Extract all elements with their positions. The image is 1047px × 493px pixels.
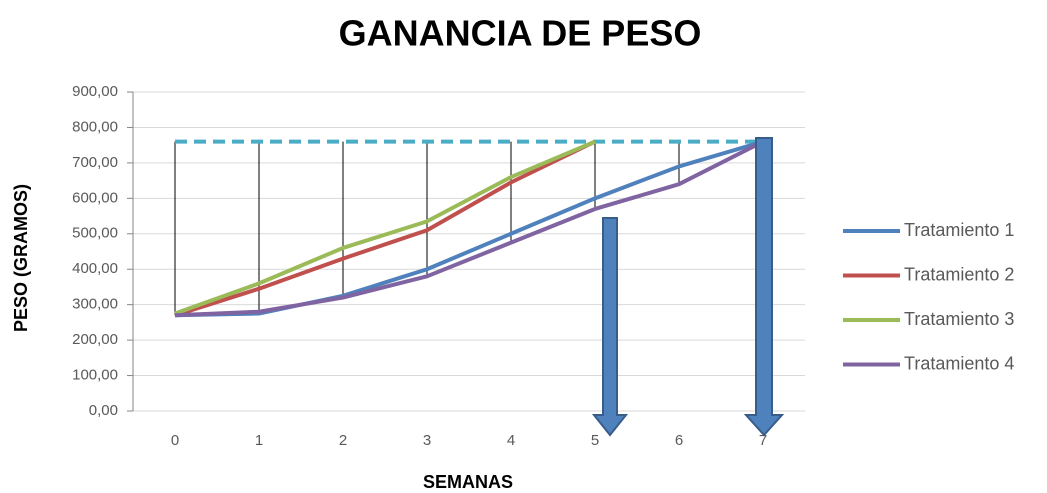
legend-label: Tratamiento 2 <box>904 264 1014 284</box>
y-axis-label: PESO (GRAMOS) <box>11 184 31 332</box>
series-line <box>174 139 596 318</box>
y-tick-label: 100,00 <box>72 367 118 384</box>
plot-area: 0,00 100,00 200,00 300,00 400,00 500,00 600,00… <box>72 83 1014 449</box>
x-tick-label: 3 <box>423 432 431 449</box>
x-tick-label: 5 <box>591 432 599 449</box>
y-tick-label: 700,00 <box>72 154 118 171</box>
x-axis-label: SEMANAS <box>423 472 513 492</box>
x-tick-label: 7 <box>759 432 767 449</box>
chart-title: GANANCIA DE PESO <box>339 13 702 54</box>
x-tick-label: 6 <box>675 432 683 449</box>
x-tick-label: 0 <box>171 432 179 449</box>
x-tick-label: 2 <box>339 432 347 449</box>
legend-label: Tratamiento 4 <box>904 353 1014 373</box>
y-tick-label: 500,00 <box>72 225 118 242</box>
y-tick-label: 400,00 <box>72 260 118 277</box>
y-tick-label: 300,00 <box>72 296 118 313</box>
y-tick-label: 800,00 <box>72 118 118 135</box>
y-tick-label: 600,00 <box>72 189 118 206</box>
series-line <box>174 139 596 316</box>
y-tick-label: 900,00 <box>72 83 118 100</box>
legend-label: Tratamiento 3 <box>904 309 1014 329</box>
series-line <box>174 139 764 318</box>
x-tick-label: 1 <box>255 432 263 449</box>
arrow <box>743 137 785 437</box>
y-tick-label: 200,00 <box>72 331 118 348</box>
y-tick-label: 0,00 <box>89 402 118 419</box>
legend-label: Tratamiento 1 <box>904 220 1014 240</box>
x-tick-label: 4 <box>507 432 515 449</box>
arrow <box>591 217 629 437</box>
